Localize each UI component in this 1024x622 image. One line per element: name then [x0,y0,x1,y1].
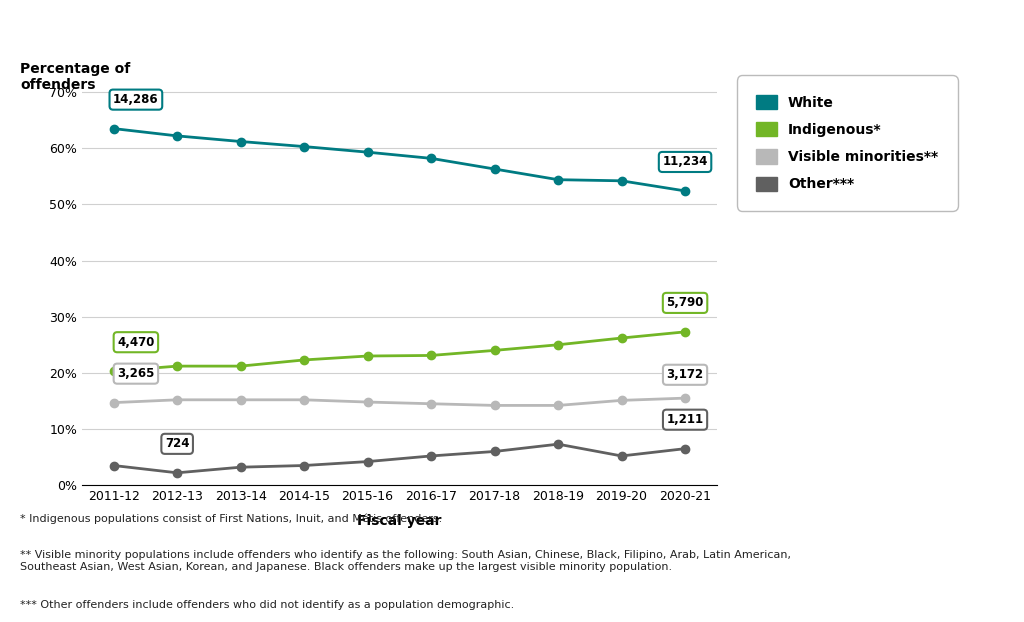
Text: 14,286: 14,286 [113,93,159,106]
Legend: White, Indigenous*, Visible minorities**, Other***: White, Indigenous*, Visible minorities**… [742,81,952,205]
Text: ** Visible minority populations include offenders who identify as the following:: ** Visible minority populations include … [20,550,792,572]
Text: 724: 724 [165,437,189,450]
Text: 5,790: 5,790 [667,297,703,309]
Text: * Indigenous populations consist of First Nations, Inuit, and Métis offenders.: * Indigenous populations consist of Firs… [20,513,442,524]
Text: Percentage of
offenders: Percentage of offenders [20,62,131,93]
Text: 3,172: 3,172 [667,368,703,381]
Text: 4,470: 4,470 [117,336,155,349]
X-axis label: Fiscal year: Fiscal year [357,514,441,528]
Text: 11,234: 11,234 [663,156,708,169]
Text: *** Other offenders include offenders who did not identify as a population demog: *** Other offenders include offenders wh… [20,600,515,610]
Text: 3,265: 3,265 [117,367,155,380]
Text: 1,211: 1,211 [667,413,703,426]
